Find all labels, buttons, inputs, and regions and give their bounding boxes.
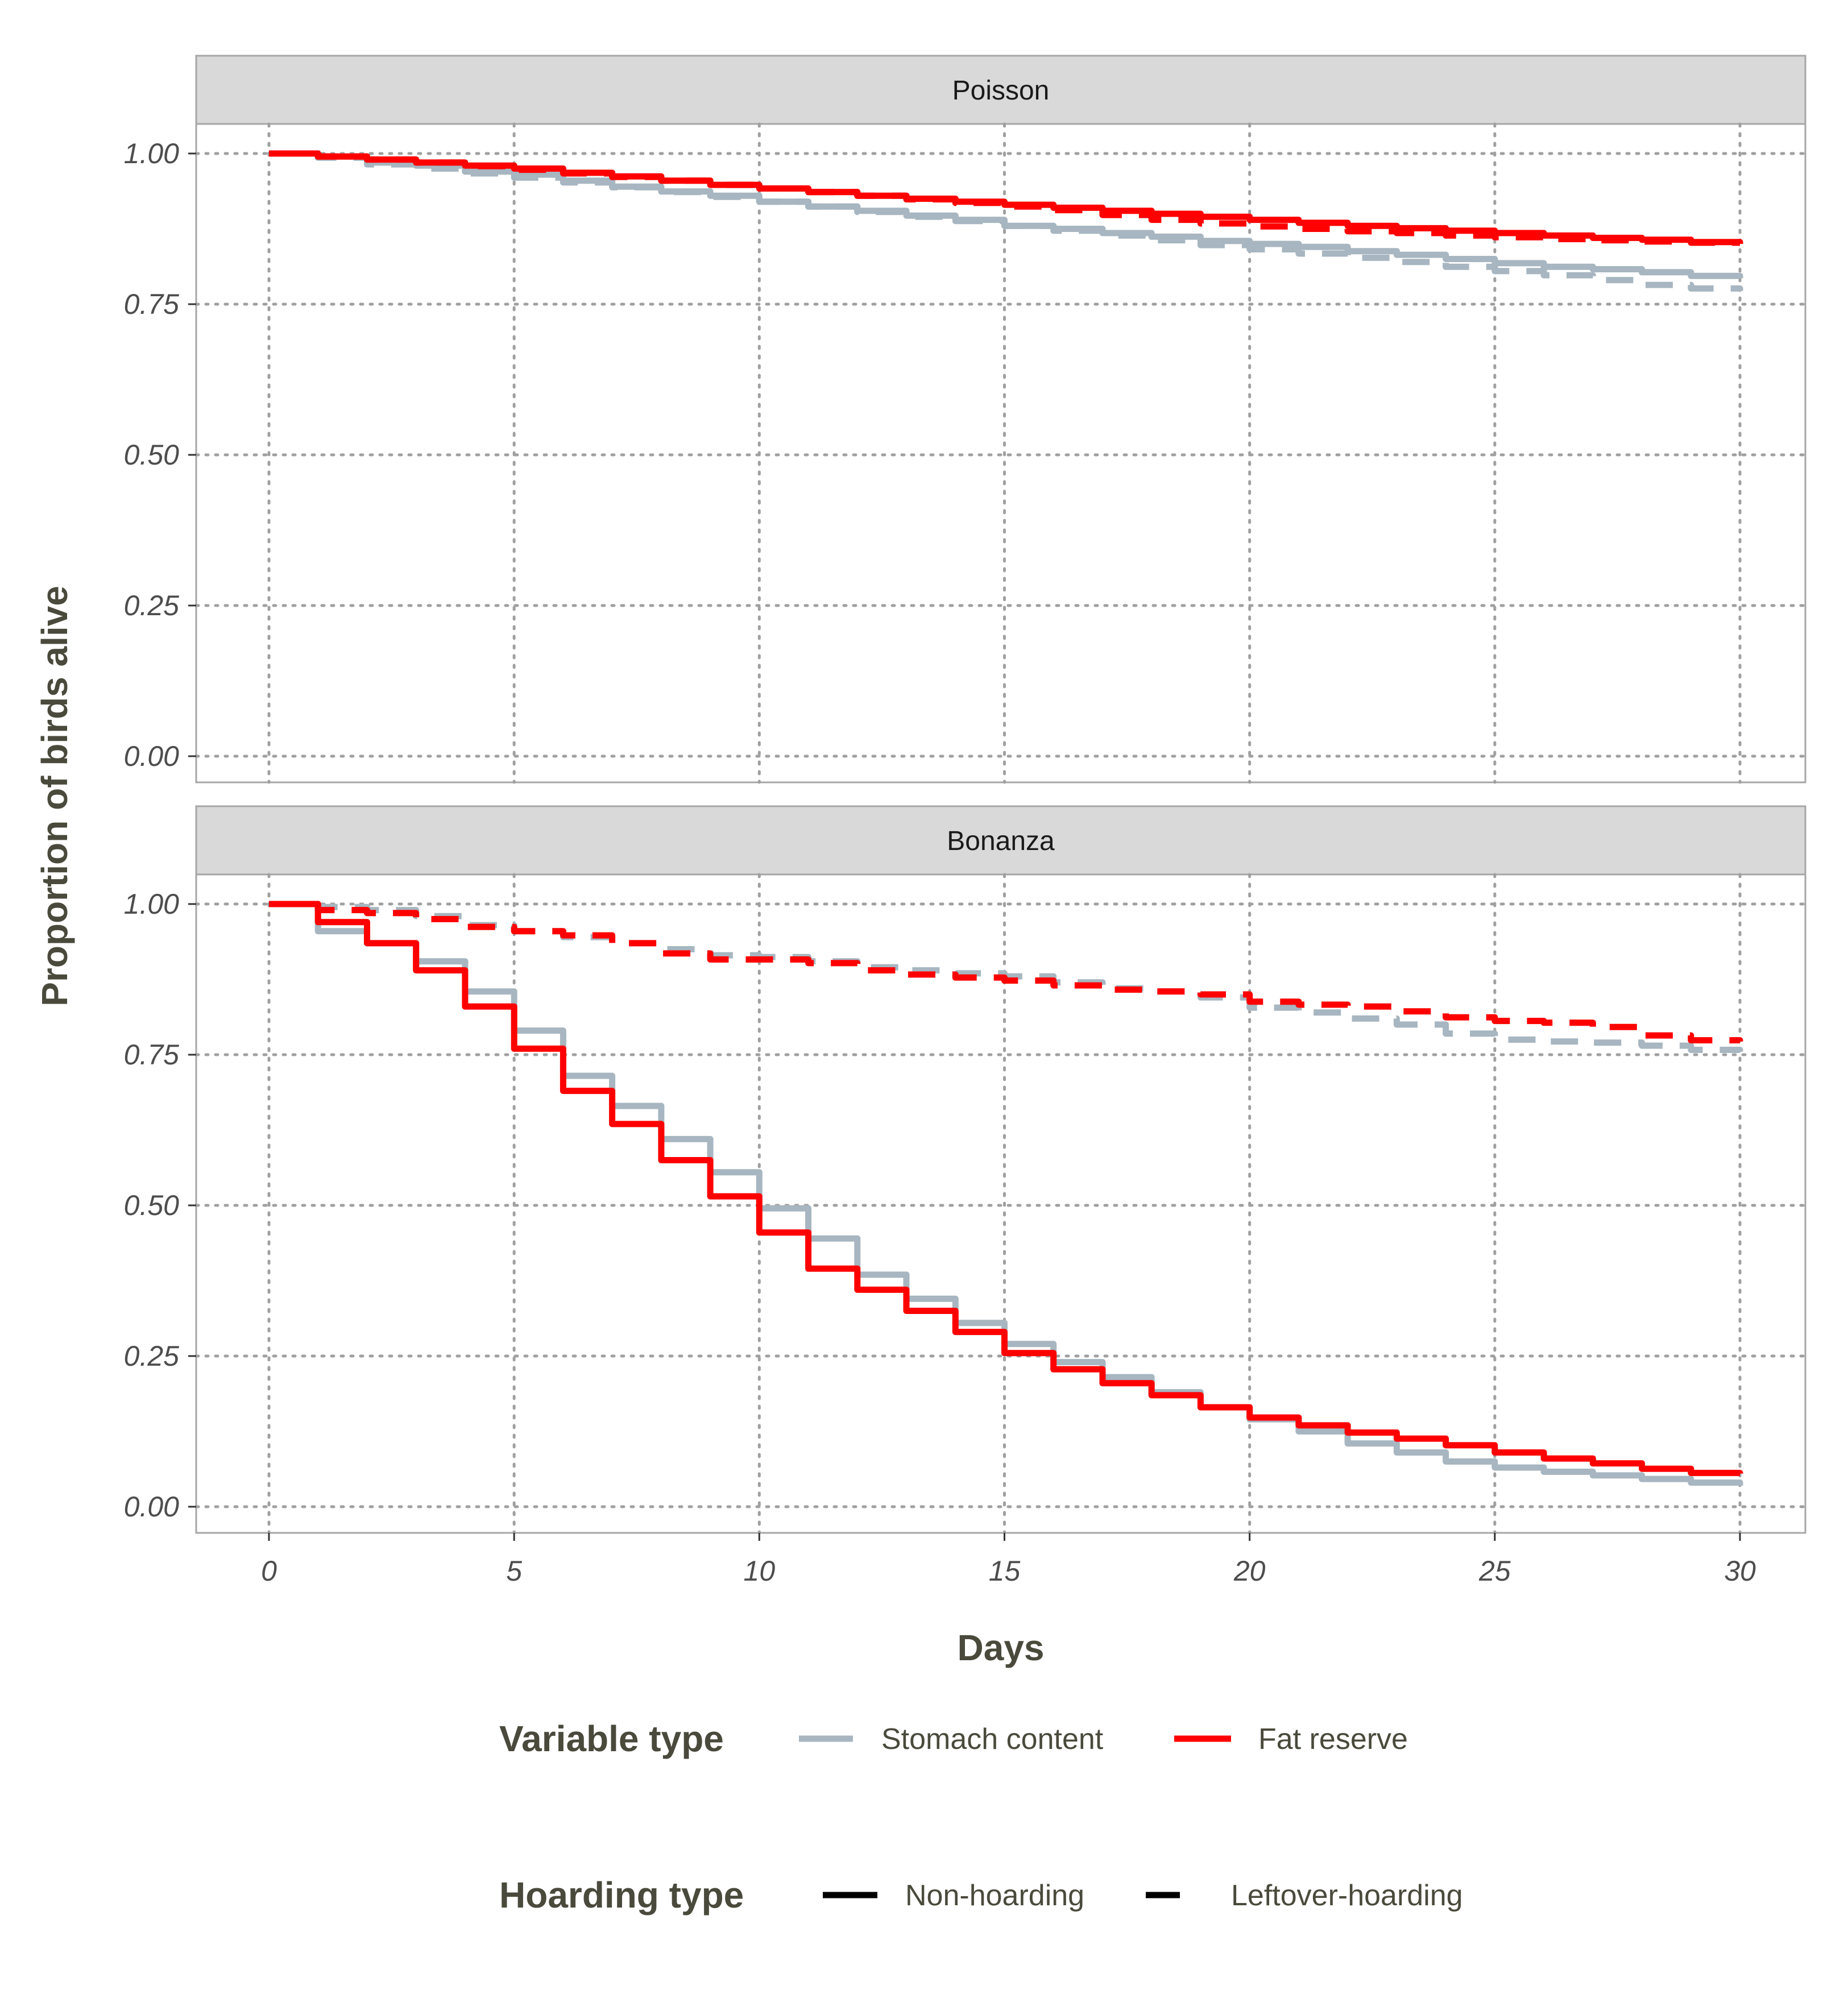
y-tick-label: 0.75 [124, 288, 180, 320]
strip-background [195, 55, 1806, 125]
series-group [269, 901, 1743, 1486]
series-line-fat-reserve-leftover-hoarding [269, 150, 1743, 246]
x-tick-label: 15 [989, 1555, 1021, 1587]
series-line-stomach-content-leftover-hoarding [269, 150, 1743, 292]
panel-poisson: Poisson 0.00 0.25 0.50 0.75 1.00 [124, 55, 1807, 784]
y-axis-title: Proportion of birds alive [34, 586, 75, 1006]
x-tick-label: 5 [506, 1555, 522, 1587]
y-tick-label: 0.50 [124, 1189, 180, 1221]
series-group [269, 150, 1743, 292]
legend-hoarding-type: Hoarding type Non-hoarding Leftover-hoar… [499, 1875, 1463, 1916]
series-line-fat-reserve-non-hoarding [269, 901, 1743, 1477]
y-tick-label: 0.00 [124, 1491, 180, 1523]
panel-bonanza: Bonanza 0.00 0.25 0.50 0.75 1.00 [124, 805, 1807, 1535]
series-line-fat-reserve-leftover-hoarding [269, 901, 1743, 1044]
y-tick-label: 1.00 [124, 888, 180, 920]
y-tick-label: 0.75 [124, 1039, 180, 1071]
y-tick-labels: 0.00 0.25 0.50 0.75 1.00 [124, 888, 196, 1523]
x-tick-label: 25 [1478, 1555, 1511, 1587]
y-tick-labels: 0.00 0.25 0.50 0.75 1.00 [124, 138, 196, 772]
legend-variable-type: Variable type Stomach content Fat reserv… [499, 1718, 1408, 1759]
legend-label-leftover-hoarding: Leftover-hoarding [1231, 1879, 1463, 1912]
strip-title: Poisson [952, 76, 1050, 106]
legend-label-stomach-content: Stomach content [881, 1723, 1104, 1756]
x-axis-title: Days [958, 1627, 1045, 1668]
y-tick-label: 0.25 [124, 1340, 180, 1372]
x-tick-label: 30 [1724, 1555, 1756, 1587]
strip-title: Bonanza [947, 826, 1055, 856]
legend-label-non-hoarding: Non-hoarding [905, 1879, 1084, 1912]
legend-title: Hoarding type [499, 1875, 744, 1916]
y-tick-label: 0.50 [124, 439, 180, 471]
x-tick-label: 10 [744, 1555, 776, 1587]
x-tick-label: 0 [261, 1555, 277, 1587]
x-tick-label: 20 [1233, 1555, 1266, 1587]
strip-background [195, 805, 1806, 876]
legend-title: Variable type [499, 1718, 724, 1759]
y-tick-label: 0.25 [124, 590, 180, 621]
grid [194, 122, 1807, 784]
y-tick-label: 0.00 [124, 740, 180, 772]
legend-label-fat-reserve: Fat reserve [1258, 1723, 1408, 1756]
y-tick-label: 1.00 [124, 138, 180, 169]
x-axis: 0 5 10 15 20 25 30 [261, 1533, 1756, 1587]
